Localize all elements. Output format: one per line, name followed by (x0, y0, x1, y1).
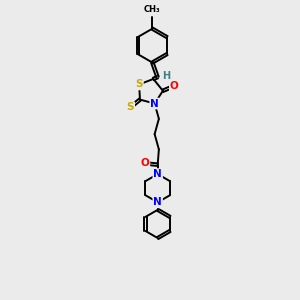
Text: O: O (170, 81, 178, 91)
Text: S: S (135, 80, 143, 89)
Text: N: N (153, 197, 162, 207)
Text: N: N (153, 169, 162, 179)
Text: CH₃: CH₃ (144, 5, 161, 14)
Text: S: S (127, 102, 134, 112)
Text: N: N (150, 98, 159, 109)
Text: O: O (141, 158, 149, 169)
Text: H: H (162, 71, 170, 81)
